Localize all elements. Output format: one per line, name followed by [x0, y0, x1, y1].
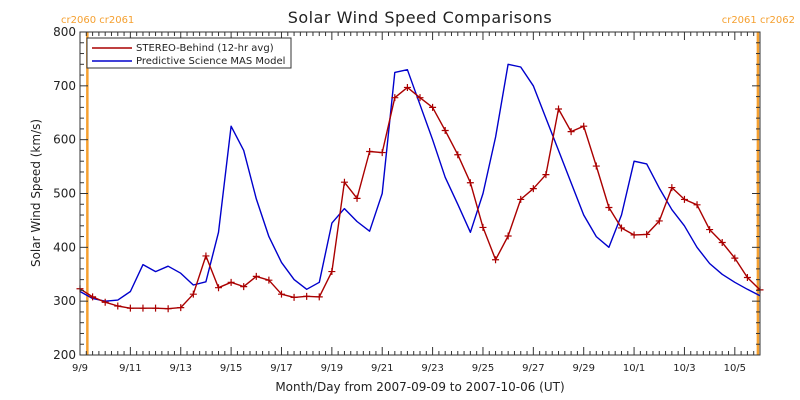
y-tick-label: 800: [53, 25, 76, 39]
data-point: [164, 305, 172, 313]
series-line-1: [79, 63, 761, 302]
x-tick-label: 9/15: [220, 363, 242, 374]
x-tick-label: 9/23: [421, 363, 443, 374]
data-point: [303, 292, 311, 300]
data-point: [529, 185, 537, 193]
data-point: [177, 304, 185, 312]
data-point: [567, 128, 575, 136]
x-tick-label: 9/17: [270, 363, 292, 374]
x-axis-label: Month/Day from 2007-09-09 to 2007-10-06 …: [275, 380, 564, 394]
legend-box: [86, 37, 292, 69]
data-point: [580, 122, 588, 130]
data-point: [277, 290, 285, 298]
y-tick-label: 300: [53, 294, 76, 308]
data-point: [454, 151, 462, 159]
data-point: [630, 231, 638, 239]
x-tick-label: 10/3: [673, 363, 695, 374]
data-point: [290, 293, 298, 301]
data-point: [403, 83, 411, 91]
data-point: [315, 293, 323, 301]
data-point: [693, 201, 701, 209]
data-point: [252, 272, 260, 280]
data-point: [391, 94, 399, 102]
y-tick-label: 700: [53, 79, 76, 93]
data-point: [441, 127, 449, 135]
data-point: [542, 171, 550, 179]
data-point: [466, 179, 474, 187]
cr-label-right: cr2061 cr2062: [722, 15, 795, 26]
carrington-markers: [86, 32, 760, 355]
data-point: [126, 304, 134, 312]
series-line-0: [79, 86, 761, 310]
x-tick-label: 10/1: [623, 363, 645, 374]
data-point: [240, 283, 248, 291]
data-point: [265, 276, 273, 284]
data-point: [492, 256, 500, 264]
cr-label-left: cr2060 cr2061: [61, 15, 134, 26]
legend-label-stereo: STEREO-Behind (12-hr avg): [136, 43, 274, 54]
y-axis-label: Solar Wind Speed (km/s): [29, 119, 43, 267]
data-point: [101, 298, 109, 306]
data-point: [605, 203, 613, 211]
data-point: [152, 304, 160, 312]
data-point: [479, 223, 487, 231]
data-point: [655, 217, 663, 225]
legend-label-mas: Predictive Science MAS Model: [136, 56, 285, 67]
x-tick-label: 9/9: [72, 363, 88, 374]
data-point: [429, 103, 437, 111]
legend: STEREO-Behind (12-hr avg) Predictive Sci…: [86, 37, 292, 69]
y-tick-label: 200: [53, 348, 76, 362]
data-point: [114, 302, 122, 310]
data-point: [227, 278, 235, 286]
data-point: [139, 304, 147, 312]
y-tick-label: 400: [53, 240, 76, 254]
data-point: [378, 149, 386, 157]
x-tick-label: 9/19: [321, 363, 343, 374]
data-point: [718, 238, 726, 246]
data-point: [340, 178, 348, 186]
data-point: [416, 94, 424, 102]
x-tick-label: 9/27: [522, 363, 544, 374]
x-axis-ticks: 9/9 9/11 9/13 9/15 9/17 9/19 9/21 9/23 9/25 9/27 9…: [72, 32, 761, 374]
data-point: [353, 194, 361, 202]
data-point: [517, 195, 525, 203]
data-point: [89, 293, 97, 301]
data-point: [743, 273, 751, 281]
x-tick-label: 9/25: [472, 363, 494, 374]
y-tick-label: 500: [53, 187, 76, 201]
data-point: [668, 184, 676, 192]
series-layer: [76, 63, 764, 313]
x-tick-label: 9/21: [371, 363, 393, 374]
data-point: [328, 268, 336, 276]
data-point: [731, 254, 739, 262]
data-point: [706, 226, 714, 234]
x-tick-label: 9/29: [572, 363, 594, 374]
y-tick-label: 600: [53, 133, 76, 147]
data-point: [504, 232, 512, 240]
x-tick-label: 9/11: [119, 363, 141, 374]
chart-title: Solar Wind Speed Comparisons: [288, 8, 553, 27]
data-point: [680, 195, 688, 203]
data-point: [215, 284, 223, 292]
x-tick-label: 9/13: [170, 363, 192, 374]
x-tick-label: 10/5: [724, 363, 746, 374]
data-point: [202, 252, 210, 260]
data-point: [555, 105, 563, 113]
data-point: [592, 162, 600, 170]
y-axis-ticks: 200 300 400 500 600 700 800: [53, 25, 760, 362]
data-point: [643, 230, 651, 238]
data-point: [189, 290, 197, 298]
data-point: [366, 148, 374, 156]
data-point: [617, 224, 625, 232]
